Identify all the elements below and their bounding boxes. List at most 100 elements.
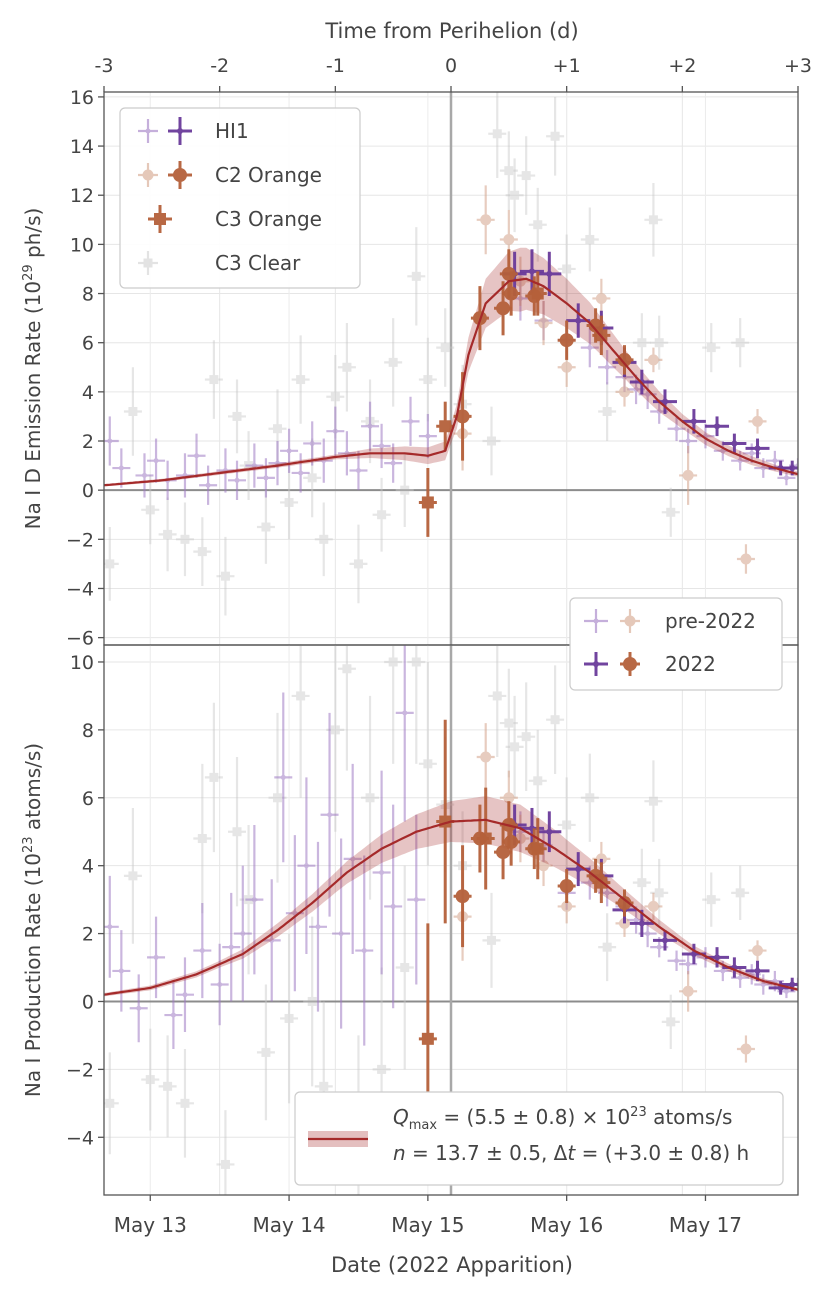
y-tick-label: 4: [82, 856, 94, 878]
marker: [656, 944, 662, 950]
data-point: [519, 249, 544, 294]
data-point: [291, 453, 310, 493]
marker: [455, 889, 470, 904]
top-x-tick-label: +3: [784, 55, 812, 77]
legend-entry-label: C2 Orange: [215, 163, 322, 187]
data-point: [256, 490, 275, 564]
data-point: [476, 723, 495, 791]
marker: [273, 424, 282, 434]
marker: [538, 860, 550, 872]
data-point: [123, 367, 142, 456]
data-point: [245, 824, 264, 975]
annotation-line-qmax: Qmax = (5.5 ± 0.8) × 1023 atoms/s: [393, 1105, 732, 1133]
marker: [585, 793, 595, 803]
marker: [400, 485, 410, 495]
marker: [624, 615, 636, 627]
legend-instruments: HI1 C2 Orange C3 Orange C3 Clear: [119, 107, 361, 289]
bottom-axis-label: Date (2022 Apparition): [331, 1253, 573, 1277]
marker: [319, 534, 329, 544]
data-point: [557, 889, 576, 924]
data-point: [407, 814, 426, 985]
marker: [413, 897, 419, 903]
y-tick-label: 10: [70, 652, 94, 674]
marker: [496, 301, 511, 316]
marker: [706, 343, 716, 353]
marker: [638, 920, 645, 927]
data-point: [308, 841, 327, 1012]
marker: [604, 890, 610, 896]
marker: [197, 834, 207, 844]
data-point: [297, 777, 316, 954]
data-point: [256, 984, 275, 1121]
marker: [342, 664, 352, 674]
data-point: [372, 423, 391, 469]
data-point: [395, 645, 414, 822]
data-point: [505, 695, 524, 798]
y-tick-label: −2: [66, 529, 94, 551]
top-x-tick-label: +2: [668, 55, 696, 77]
top-x-tick-label: -3: [95, 55, 114, 77]
y-tick-label: 14: [70, 136, 94, 158]
marker: [593, 618, 599, 624]
data-point: [280, 933, 299, 1104]
marker: [480, 751, 492, 763]
data-point: [204, 702, 223, 853]
marker: [533, 776, 543, 786]
data-point: [632, 313, 651, 373]
data-point: [407, 227, 426, 326]
data-point: [534, 300, 553, 346]
data-point: [280, 465, 299, 540]
marker: [674, 958, 680, 964]
marker: [772, 458, 778, 464]
data-point: [632, 848, 651, 917]
data-point: [210, 943, 229, 1026]
marker: [562, 264, 572, 274]
marker: [637, 878, 647, 888]
data-point: [482, 406, 501, 476]
marker: [486, 436, 496, 446]
marker: [619, 386, 630, 398]
marker: [575, 866, 582, 873]
marker: [439, 420, 452, 433]
data-point: [355, 855, 374, 1046]
marker: [623, 657, 637, 671]
marker: [550, 131, 560, 141]
bottom-x-tick-label: May 15: [391, 1213, 464, 1237]
marker: [145, 1075, 155, 1085]
data-point: [722, 433, 747, 454]
marker: [602, 942, 612, 952]
marker: [296, 375, 306, 385]
data-point: [401, 396, 420, 446]
data-point: [164, 981, 183, 1050]
y-tick-label: 0: [82, 480, 94, 502]
marker: [128, 871, 138, 881]
data-point: [291, 645, 310, 798]
marker: [232, 827, 242, 837]
data-point: [598, 350, 617, 385]
marker: [575, 317, 582, 324]
marker: [365, 793, 375, 803]
marker: [760, 982, 766, 988]
marker: [194, 453, 200, 459]
marker: [361, 948, 367, 954]
marker: [661, 398, 668, 405]
data-point: [418, 468, 437, 537]
marker: [521, 732, 531, 742]
data-point: [557, 320, 576, 360]
data-point: [158, 497, 177, 572]
marker: [209, 772, 219, 782]
marker: [411, 271, 421, 281]
marker: [538, 317, 550, 329]
y-axis-label: Na I Production Rate (1023 atoms/s): [21, 743, 45, 1097]
marker: [263, 475, 269, 481]
data-point: [598, 382, 617, 442]
data-point: [494, 824, 513, 880]
marker: [648, 215, 658, 225]
data-point: [557, 234, 576, 304]
data-point: [274, 692, 293, 863]
marker: [377, 1064, 387, 1074]
data-point: [343, 763, 362, 954]
marker: [390, 903, 396, 909]
marker: [504, 834, 519, 849]
data-point: [584, 609, 608, 633]
